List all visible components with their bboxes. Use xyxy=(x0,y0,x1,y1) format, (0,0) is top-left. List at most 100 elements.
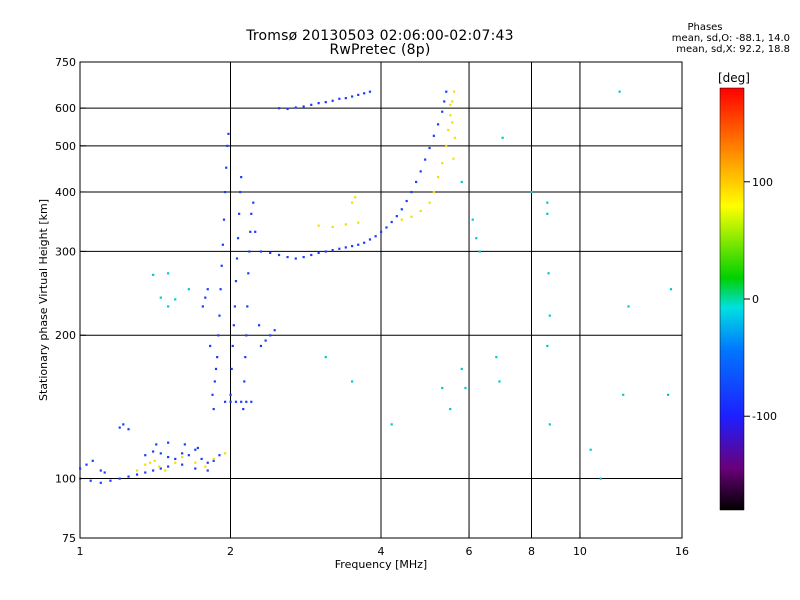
x-tick-label: 10 xyxy=(573,545,587,558)
data-point xyxy=(240,400,243,403)
data-point xyxy=(324,356,327,359)
data-points xyxy=(79,90,673,484)
x-tick-label: 2 xyxy=(227,545,234,558)
data-point xyxy=(236,237,240,240)
data-point xyxy=(400,208,403,211)
data-point xyxy=(357,93,360,96)
data-point xyxy=(174,457,177,461)
y-tick-label: 500 xyxy=(55,140,76,153)
data-point xyxy=(227,132,230,135)
data-point xyxy=(252,201,255,204)
grid-lines xyxy=(80,62,682,538)
data-point xyxy=(374,235,377,238)
data-point xyxy=(368,90,372,93)
data-point xyxy=(331,225,334,228)
y-tick-label: 75 xyxy=(62,532,76,545)
chart-subtitle: RwPretec (8p) xyxy=(329,42,431,58)
data-point xyxy=(152,450,155,453)
data-point xyxy=(85,463,88,466)
data-point xyxy=(224,190,227,194)
data-point xyxy=(159,467,162,470)
data-point xyxy=(495,356,498,359)
data-point xyxy=(103,471,106,474)
data-point xyxy=(155,443,158,446)
data-point xyxy=(548,314,551,317)
data-point xyxy=(310,103,313,106)
data-point xyxy=(344,223,347,226)
data-point xyxy=(144,463,147,466)
data-point xyxy=(405,199,408,203)
data-point xyxy=(385,226,388,229)
data-point xyxy=(452,157,455,160)
data-point xyxy=(415,180,418,184)
y-axis-ticks: 75 100 200 300 400 500 600 750 xyxy=(55,56,86,545)
data-point xyxy=(187,454,190,457)
data-point xyxy=(144,454,147,457)
colorbar-tick-label: -100 xyxy=(752,410,777,423)
data-point xyxy=(419,209,422,213)
data-point xyxy=(152,469,155,472)
data-point xyxy=(212,407,215,411)
data-point xyxy=(460,367,463,371)
data-point xyxy=(363,92,366,95)
data-point xyxy=(196,446,199,450)
data-point xyxy=(167,272,170,275)
data-point xyxy=(159,296,162,299)
data-point xyxy=(530,190,533,194)
data-point xyxy=(432,190,435,194)
data-point xyxy=(478,250,481,253)
data-point xyxy=(204,465,207,468)
data-point xyxy=(338,247,341,250)
data-point xyxy=(242,407,245,411)
data-point xyxy=(400,218,403,221)
data-point xyxy=(338,97,341,100)
data-point xyxy=(269,251,272,255)
data-point xyxy=(122,423,125,426)
data-point xyxy=(498,380,501,383)
x-axis-ticks: 1 2 4 6 8 10 16 xyxy=(77,532,689,558)
data-point xyxy=(344,246,347,249)
data-point xyxy=(310,253,313,257)
data-point xyxy=(445,90,448,93)
data-point xyxy=(219,288,222,291)
data-point xyxy=(449,114,452,117)
data-point xyxy=(441,110,444,113)
phase-stats-heading: Phases xyxy=(687,22,723,33)
data-point xyxy=(164,469,167,472)
data-point xyxy=(229,393,232,396)
data-point xyxy=(206,469,209,472)
data-point xyxy=(127,428,130,431)
y-tick-label: 300 xyxy=(55,245,76,258)
data-point xyxy=(302,105,305,108)
data-point xyxy=(410,190,413,194)
data-point xyxy=(410,215,413,218)
data-point xyxy=(324,250,327,253)
data-point xyxy=(453,136,457,139)
x-axis-label: Frequency [MHz] xyxy=(335,558,427,571)
x-tick-label: 4 xyxy=(378,545,385,558)
data-point xyxy=(395,215,398,218)
data-point xyxy=(277,253,281,257)
data-point xyxy=(214,367,218,371)
data-point xyxy=(294,106,297,109)
data-point xyxy=(277,107,281,110)
chart-title: Tromsø 20130503 02:06:00-02:07:43 xyxy=(246,28,514,44)
data-point xyxy=(264,339,267,342)
data-point xyxy=(174,298,177,301)
data-point xyxy=(250,400,253,403)
data-point xyxy=(152,273,155,276)
phase-stats-o: mean, sd,O: -88.1, 14.0 xyxy=(671,33,790,44)
data-point xyxy=(368,238,372,241)
y-tick-label: 750 xyxy=(55,56,76,69)
data-point xyxy=(589,448,592,451)
data-point xyxy=(245,400,248,403)
data-point xyxy=(206,461,209,464)
data-point xyxy=(317,102,320,105)
data-point xyxy=(669,288,673,291)
data-point xyxy=(618,90,621,93)
data-point xyxy=(254,230,257,233)
data-point xyxy=(200,457,203,461)
data-point xyxy=(194,461,197,464)
data-point xyxy=(317,251,320,255)
